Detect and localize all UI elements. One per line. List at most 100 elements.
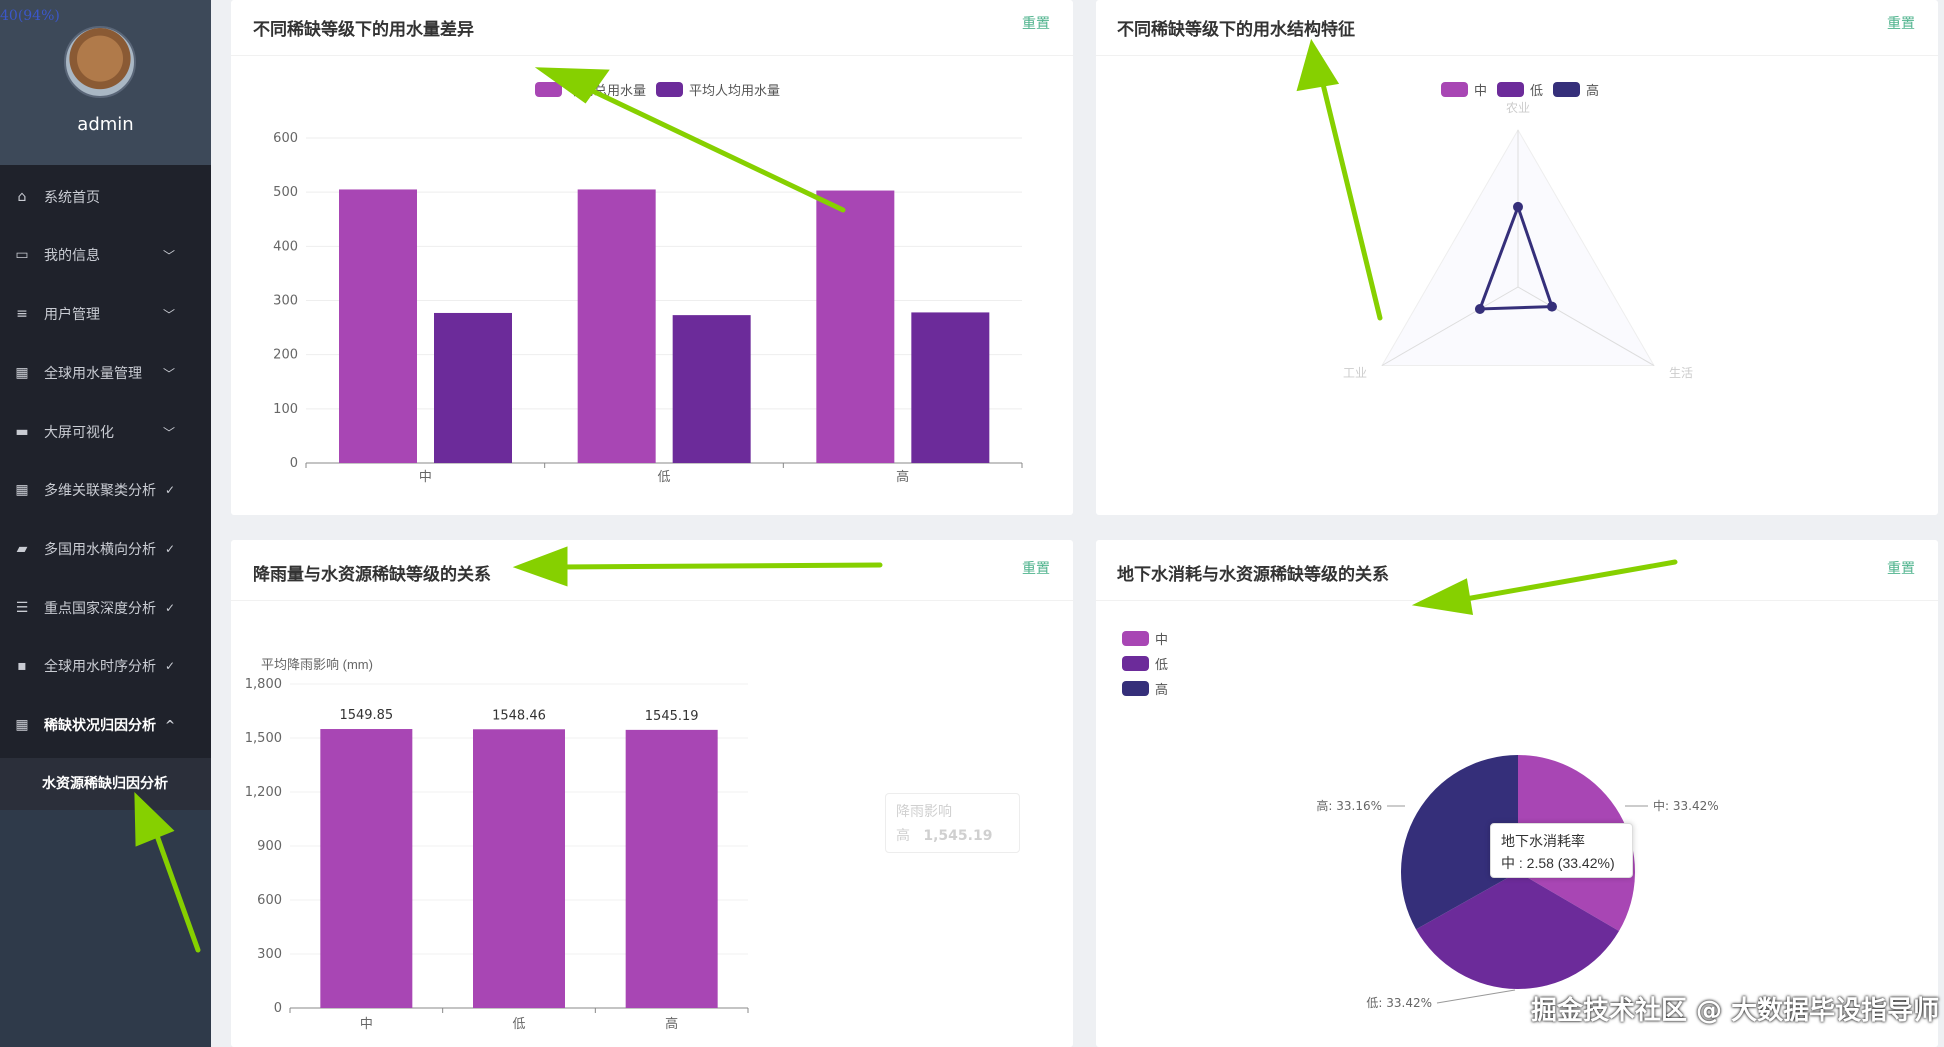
bar <box>320 729 413 1008</box>
legend-swatch <box>1553 82 1581 97</box>
sidebar-item[interactable]: ▦ 全球用水量管理 ﹀ <box>0 351 211 395</box>
legend-item[interactable]: 中 <box>1441 80 1487 99</box>
y-tick-label: 600 <box>257 893 282 908</box>
faded-tooltip: 降雨影响 高 1,545.19 <box>885 793 1020 853</box>
chevron-icon: ^ <box>164 718 175 732</box>
y-tick-label: 500 <box>273 185 298 200</box>
legend-item[interactable]: 高 <box>1122 676 1168 701</box>
reset-button[interactable]: 重置 <box>1887 16 1915 32</box>
pie-tooltip: 地下水消耗率 中 : 2.58 (33.42%) <box>1490 823 1633 878</box>
sidebar-item[interactable]: ▰ 多国用水横向分析 ✓ <box>0 527 211 571</box>
chevron-icon: ✓ <box>164 542 175 556</box>
chevron-icon: ﹀ <box>162 366 175 381</box>
sidebar-item[interactable]: ▭ 我的信息 ﹀ <box>0 233 211 277</box>
zoom-indicator: 40(94%) <box>0 8 60 24</box>
home-icon: ⌂ <box>17 189 27 205</box>
sidebar-item-label: 多国用水横向分析 <box>44 542 156 558</box>
x-tick-label: 中 <box>360 1017 373 1032</box>
sidebar-item[interactable]: ▪ 全球用水时序分析 ✓ <box>0 644 211 688</box>
sidebar-subitem-active[interactable]: 水资源稀缺归因分析 <box>0 758 211 810</box>
sliders-icon: ☰ <box>15 600 29 616</box>
pie-label: 高: 33.16% <box>1316 798 1382 813</box>
legend-label: 中 <box>1474 83 1488 98</box>
bar <box>911 312 990 463</box>
radar-axis-label: 生活 <box>1669 366 1693 380</box>
radar-series <box>1477 202 1555 311</box>
sidebar-item-label: 大屏可视化 <box>44 425 114 441</box>
legend-item[interactable]: 低 <box>1122 651 1168 676</box>
y-tick-label: 0 <box>290 456 298 471</box>
legend-label: 低 <box>1530 83 1544 98</box>
sidebar-item[interactable]: ⌂ 系统首页 <box>0 175 211 219</box>
radar-axis-label: 工业 <box>1343 366 1367 380</box>
y-tick-label: 300 <box>273 294 298 309</box>
legend-item[interactable]: 低 <box>1497 80 1543 99</box>
bar <box>672 315 751 463</box>
y-tick-label: 900 <box>257 839 282 854</box>
pie-label: 中: 33.42% <box>1653 798 1719 813</box>
sidebar-item-label: 稀缺状况归因分析 <box>44 718 156 734</box>
legend-label: 中 <box>1155 632 1169 647</box>
avatar[interactable] <box>64 26 136 98</box>
sidebar-item-label: 我的信息 <box>44 248 100 264</box>
legend-label: 低 <box>1155 657 1169 672</box>
y-tick-label: 300 <box>257 947 282 962</box>
tooltip-value: 1,545.19 <box>923 828 993 844</box>
data-label: 1549.85 <box>339 708 393 723</box>
grid-icon: ▦ <box>15 717 29 733</box>
pie-label-line <box>1436 989 1516 1004</box>
sidebar-item[interactable]: ▬ 大屏可视化 ﹀ <box>0 410 211 454</box>
radar-axis-label: 农业 <box>1506 101 1530 115</box>
x-tick-label: 高 <box>896 469 909 485</box>
y-tick-label: 0 <box>274 1001 282 1016</box>
legend-label: 高 <box>1155 682 1169 697</box>
radar-point <box>1474 303 1485 314</box>
legend-swatch <box>1122 681 1149 696</box>
legend: 中 低 高 <box>1441 80 1599 99</box>
reset-button[interactable]: 重置 <box>1887 561 1915 577</box>
sidebar-item[interactable]: ☰ 重点国家深度分析 ✓ <box>0 586 211 630</box>
legend-swatch <box>1122 656 1149 671</box>
pie-slice <box>1401 755 1518 930</box>
sidebar-menu <box>0 165 211 810</box>
radar-point <box>1513 201 1523 212</box>
grid-icon: ▦ <box>15 365 29 381</box>
x-tick-label: 低 <box>657 470 670 485</box>
y-tick-label: 1,800 <box>245 677 282 692</box>
legend-item[interactable]: 高 <box>1553 80 1599 99</box>
reset-button[interactable]: 重置 <box>1022 16 1050 32</box>
y-axis-title: 平均降雨影响 (mm) <box>261 657 373 672</box>
legend-item[interactable]: 中 <box>1122 626 1168 651</box>
bar <box>339 189 417 464</box>
chat-icon: ▪ <box>17 658 27 674</box>
sidebar-item-label: 系统首页 <box>44 190 100 206</box>
sidebar-item-label: 重点国家深度分析 <box>44 601 156 617</box>
reset-button[interactable]: 重置 <box>1022 561 1050 577</box>
tooltip-value: 中 : 2.58 (33.42%) <box>1501 855 1615 871</box>
y-tick-label: 100 <box>273 402 298 417</box>
y-tick-label: 1,500 <box>245 731 282 746</box>
grid-icon: ▦ <box>15 482 29 498</box>
bar <box>625 729 718 1008</box>
card-title: 降雨量与水资源稀缺等级的关系 <box>253 565 491 585</box>
radar-point <box>1546 301 1557 312</box>
x-tick-label: 中 <box>419 470 432 485</box>
chevron-icon: ✓ <box>164 483 175 497</box>
legend-swatch <box>1497 82 1525 97</box>
chevron-icon: ﹀ <box>162 248 175 263</box>
bar <box>577 189 656 464</box>
legend-swatch <box>1122 631 1149 646</box>
card-title: 地下水消耗与水资源稀缺等级的关系 <box>1117 565 1389 585</box>
sidebar-item[interactable]: ▦ 稀缺状况归因分析 ^ <box>0 703 211 747</box>
tooltip-series: 高 <box>896 828 910 844</box>
bar <box>434 312 512 463</box>
sidebar-item[interactable]: ≡ 用户管理 ﹀ <box>0 292 211 336</box>
sidebar-item-label: 全球用水时序分析 <box>44 659 156 675</box>
list-icon: ≡ <box>16 306 28 322</box>
radar-axis <box>1381 286 1519 366</box>
legend: 中 低 高 <box>1122 626 1168 701</box>
sidebar-item[interactable]: ▦ 多维关联聚类分析 ✓ <box>0 468 211 512</box>
chevron-icon: ✓ <box>164 601 175 615</box>
sidebar-item-label: 用户管理 <box>44 307 100 323</box>
